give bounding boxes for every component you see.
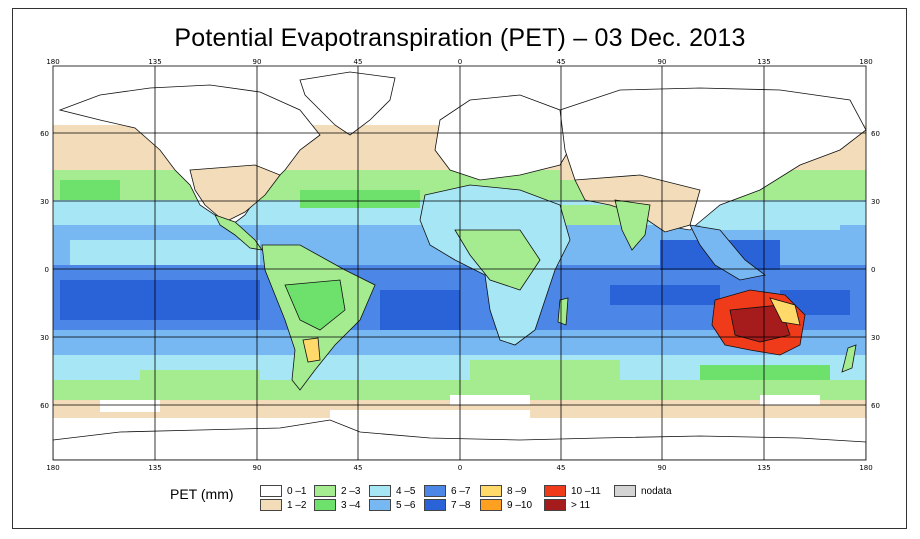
legend-label: 6 –7 (451, 486, 471, 497)
figure-frame (12, 8, 907, 529)
lon-tick-bottom: 45 (557, 464, 566, 472)
landmass-europe (434, 94, 576, 181)
legend-swatch-3-4 (314, 499, 336, 511)
legend-swatch-5-6 (369, 499, 391, 511)
landmass-madagascar (557, 297, 569, 326)
legend-label: > 11 (571, 500, 590, 511)
landmass-antarctica (53, 419, 866, 460)
lon-tick-top: 180 (46, 58, 59, 66)
lon-tick-bottom: 180 (46, 464, 59, 472)
lat-tick-right: 30 (871, 334, 880, 342)
legend-label: 5 –6 (396, 500, 416, 511)
landmass-greenland (299, 71, 396, 136)
legend-label: 7 –8 (451, 500, 471, 511)
lat-tick-right: 30 (871, 198, 880, 206)
lon-tick-top: 135 (148, 58, 161, 66)
legend-swatch-nodata (614, 485, 636, 497)
lon-ticks-top: 180 135 90 45 0 45 90 135 180 (46, 58, 872, 66)
legend-swatch-9-10 (480, 499, 502, 511)
landmass-africa-interior (454, 229, 541, 291)
legend-swatch-2-3 (314, 485, 336, 497)
legend-swatch-6-7 (424, 485, 446, 497)
legend-label: 1 –2 (287, 500, 307, 511)
landmass-central-america (214, 214, 263, 251)
lon-tick-top: 0 (458, 58, 462, 66)
landmass-patagonia-hot (302, 337, 321, 363)
lon-tick-top: 135 (757, 58, 770, 66)
legend-swatch-4-5 (369, 485, 391, 497)
lon-tick-top: 90 (658, 58, 667, 66)
lon-tick-top: 180 (859, 58, 872, 66)
lon-tick-top: 90 (253, 58, 262, 66)
lat-tick-left: 30 (40, 198, 49, 206)
landmass-australia-ne (769, 297, 801, 326)
graticule (52, 65, 867, 461)
lon-tick-top: 45 (557, 58, 566, 66)
lon-ticks-bottom: 180 135 90 45 0 45 90 135 180 (46, 464, 872, 472)
legend-swatch-8-9 (480, 485, 502, 497)
landmass-se-asia (689, 224, 766, 281)
legend-swatch-0-1 (260, 485, 282, 497)
landmass-india (614, 199, 651, 251)
legend-title: PET (mm) (170, 486, 234, 502)
legend-label: 4 –5 (396, 486, 416, 497)
lon-tick-bottom: 45 (354, 464, 363, 472)
lon-tick-bottom: 0 (458, 464, 462, 472)
landmass-new-zealand (841, 344, 857, 373)
lon-tick-top: 45 (354, 58, 363, 66)
legend-swatch-10-11 (544, 485, 566, 497)
landmass-sa-interior (284, 279, 346, 331)
lon-tick-bottom: 135 (757, 464, 770, 472)
lat-ticks-right: 60 30 0 30 60 (871, 130, 880, 410)
lon-tick-bottom: 180 (859, 464, 872, 472)
lon-tick-bottom: 90 (253, 464, 262, 472)
map-title: Potential Evapotranspiration (PET) – 03 … (174, 24, 746, 52)
legend-label: 0 –1 (287, 486, 307, 497)
legend-swatch-gt-11 (544, 499, 566, 511)
continents (53, 71, 866, 460)
legend-label: 8 –9 (507, 486, 527, 497)
lat-tick-right: 0 (871, 266, 875, 274)
legend-label: 10 –11 (571, 486, 601, 497)
lat-tick-left: 0 (45, 266, 49, 274)
lon-tick-bottom: 135 (148, 464, 161, 472)
lat-tick-left: 30 (40, 334, 49, 342)
lat-tick-left: 60 (40, 130, 49, 138)
legend-swatch-1-2 (260, 499, 282, 511)
lat-tick-right: 60 (871, 130, 880, 138)
lat-tick-left: 60 (40, 402, 49, 410)
legend-label: 2 –3 (341, 486, 361, 497)
legend-label: 3 –4 (341, 500, 361, 511)
lat-tick-right: 60 (871, 402, 880, 410)
legend-label: nodata (641, 486, 672, 497)
landmass-us-south (189, 164, 281, 223)
legend-swatch-7-8 (424, 499, 446, 511)
legend-label: 9 –10 (507, 500, 533, 511)
landmass-australia-core (729, 304, 791, 343)
lat-ticks-left: 60 30 0 30 60 (40, 130, 49, 410)
lon-tick-bottom: 90 (658, 464, 667, 472)
